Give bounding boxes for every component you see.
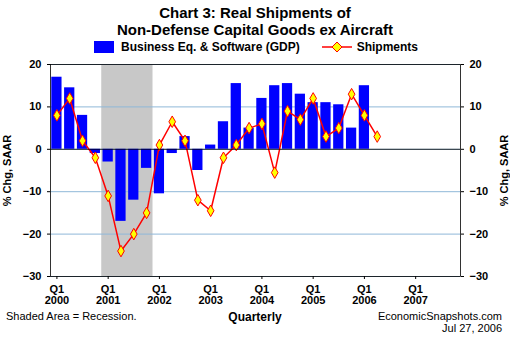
- svg-text:Q12000: Q12000: [45, 283, 69, 306]
- html-text:EconomicSnapshots.com: EconomicSnapshots.com: [377, 310, 502, 322]
- html-text:Business Eq. & Software (GDP): Business Eq. & Software (GDP): [121, 40, 300, 54]
- svg-text:Q12004: Q12004: [250, 283, 275, 306]
- svg-text:Q12006: Q12006: [352, 283, 376, 306]
- svg-text:20: 20: [29, 58, 41, 70]
- html-text:Jul 27, 2006: Jul 27, 2006: [442, 322, 502, 334]
- svg-text:Q12007: Q12007: [403, 283, 427, 306]
- svg-text:Q12002: Q12002: [147, 283, 171, 306]
- svg-text:20: 20: [470, 58, 482, 70]
- svg-text:Q12001: Q12001: [96, 283, 120, 306]
- svg-text:Q12005: Q12005: [301, 283, 325, 306]
- svg-text:0: 0: [470, 143, 476, 155]
- svg-text:% Chg, SAAR: % Chg, SAAR: [498, 135, 510, 207]
- svg-text:10: 10: [470, 100, 482, 112]
- svg-text:−20: −20: [470, 228, 489, 240]
- svg-text:−30: −30: [470, 270, 489, 282]
- svg-text:Q12003: Q12003: [198, 283, 222, 306]
- svg-text:−10: −10: [23, 185, 42, 197]
- svg-text:−30: −30: [23, 270, 42, 282]
- html-text:Non-Defense Capital Goods ex A: Non-Defense Capital Goods ex Aircraft: [116, 21, 394, 38]
- svg-text:% Chg, SAAR: % Chg, SAAR: [1, 135, 13, 207]
- svg-text:−20: −20: [23, 228, 42, 240]
- html-text:Quarterly: Quarterly: [228, 310, 282, 324]
- html-text:Shaded Area = Recession.: Shaded Area = Recession.: [6, 310, 137, 322]
- html-text:Shipments: Shipments: [356, 40, 418, 54]
- svg-text:−10: −10: [470, 185, 489, 197]
- html-text:Chart 3: Real Shipments of: Chart 3: Real Shipments of: [159, 4, 351, 21]
- svg-text:10: 10: [29, 100, 41, 112]
- svg-text:0: 0: [35, 143, 41, 155]
